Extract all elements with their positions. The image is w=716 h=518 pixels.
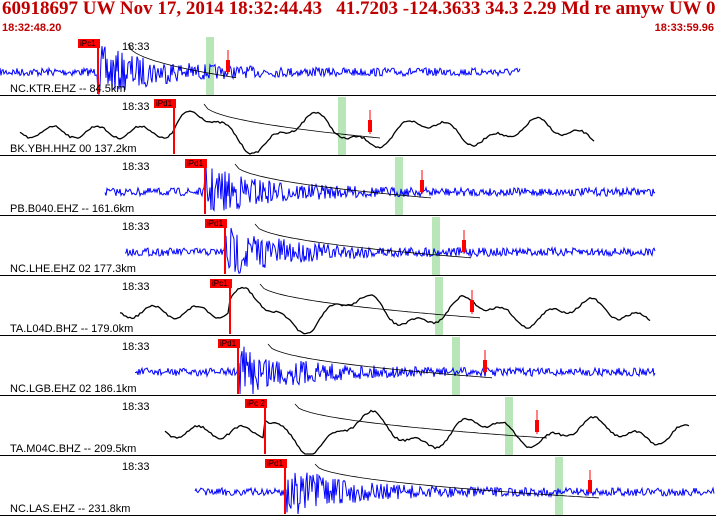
amplitude-marker-bar [368, 120, 372, 132]
waveform [0, 46, 521, 95]
pick-box[interactable] [245, 399, 267, 408]
trace-row[interactable]: iPd1 18:33 NC.LHE.EHZ 02 177.3km [0, 217, 716, 276]
pick-phase-label: iPc1 [80, 39, 96, 48]
amplitude-marker-bar [588, 480, 592, 492]
station-label: NC.LAS.EHZ -- 231.8km [10, 503, 130, 515]
pick-phase-label: iPc 2 [247, 399, 265, 408]
pick-box[interactable] [210, 279, 232, 288]
window-end-time: 18:33:59.96 [654, 22, 714, 34]
station-label: NC.LGB.EHZ 02 186.1km [10, 383, 137, 395]
coda-fit-curve [234, 163, 432, 199]
coda-fit-curve [203, 103, 381, 139]
time-tick-label: 18:33 [122, 41, 150, 53]
coda-window-marker [395, 157, 403, 215]
coda-window-marker [338, 97, 346, 155]
time-tick-label: 18:33 [122, 461, 150, 473]
station-label: TA.L04D.BHZ -- 179.0km [10, 323, 133, 335]
pick-box[interactable] [185, 159, 207, 168]
amplitude-marker-bar [462, 240, 466, 252]
pick-box[interactable] [265, 459, 287, 468]
waveform [134, 346, 656, 395]
coda-fit-curve [259, 283, 481, 319]
amplitude-marker-bar [226, 60, 230, 72]
waveform [119, 286, 651, 335]
waveform [124, 227, 656, 274]
trace-row[interactable]: iPd1 18:33 PB.B040.EHZ -- 161.6km [0, 157, 716, 216]
coda-window-marker [432, 217, 440, 275]
time-tick-label: 18:33 [122, 221, 150, 233]
time-tick-label: 18:33 [122, 341, 150, 353]
pick-phase-label: iPd1 [156, 99, 173, 108]
pick-box[interactable] [154, 99, 176, 108]
event-title: 60918697 UW Nov 17, 2014 18:32:44.43 41.… [2, 0, 716, 19]
trace-row[interactable]: iPc1 18:33 NC.KTR.EHZ -- 84.5km [0, 37, 716, 96]
header-bar: 60918697 UW Nov 17, 2014 18:32:44.43 41.… [0, 0, 716, 36]
coda-window-marker [555, 457, 563, 515]
station-label: PB.B040.EHZ -- 161.6km [10, 203, 134, 215]
seismogram-panel[interactable]: iPc1 18:33 NC.KTR.EHZ -- 84.5km iPd1 18:33 BK… [0, 36, 716, 518]
time-tick-label: 18:33 [122, 101, 150, 113]
waveform [19, 110, 595, 155]
pick-phase-label: iPc1 [212, 279, 228, 288]
pick-phase-label: iPd1 [220, 339, 237, 348]
waveform [194, 472, 715, 515]
coda-fit-curve [267, 343, 493, 379]
trace-row[interactable]: iPd1 18:33 NC.LGB.EHZ 02 186.1km [0, 337, 716, 396]
station-label: BK.YBH.HHZ 00 137.2km [10, 143, 137, 155]
coda-fit-curve [254, 223, 472, 259]
pick-phase-label: iPd1 [207, 219, 224, 228]
station-label: TA.M04C.BHZ -- 209.5km [10, 443, 136, 455]
pick-phase-label: iPd1 [187, 159, 204, 168]
amplitude-marker-bar [483, 360, 487, 372]
pick-phase-label: iPd1 [267, 459, 284, 468]
pick-box[interactable] [205, 219, 227, 228]
trace-row[interactable]: iPd1 18:33 BK.YBH.HHZ 00 137.2km [0, 97, 716, 156]
trace-row[interactable]: iPc1 18:33 TA.L04D.BHZ -- 179.0km [0, 277, 716, 336]
amplitude-marker-bar [420, 180, 424, 192]
coda-window-marker [452, 337, 460, 395]
waveform [104, 166, 656, 212]
amplitude-marker-bar [535, 420, 539, 432]
time-tick-label: 18:33 [122, 401, 150, 413]
time-tick-label: 18:33 [122, 161, 150, 173]
station-label: NC.LHE.EHZ 02 177.3km [10, 263, 136, 275]
time-tick-label: 18:33 [122, 281, 150, 293]
pick-box[interactable] [218, 339, 240, 348]
station-label: NC.KTR.EHZ -- 84.5km [10, 83, 126, 95]
pick-box[interactable] [78, 39, 100, 48]
window-start-time: 18:32:48.20 [2, 22, 62, 34]
coda-fit-curve [314, 463, 600, 499]
trace-row[interactable]: iPd1 18:33 NC.LAS.EHZ -- 231.8km [0, 457, 716, 516]
amplitude-marker-bar [470, 300, 474, 312]
waveform [164, 409, 690, 455]
trace-row[interactable]: iPc 2 18:33 TA.M04C.BHZ -- 209.5km [0, 397, 716, 456]
coda-fit-curve [294, 403, 548, 439]
coda-window-marker [435, 277, 443, 335]
coda-fit-curve [127, 43, 237, 79]
